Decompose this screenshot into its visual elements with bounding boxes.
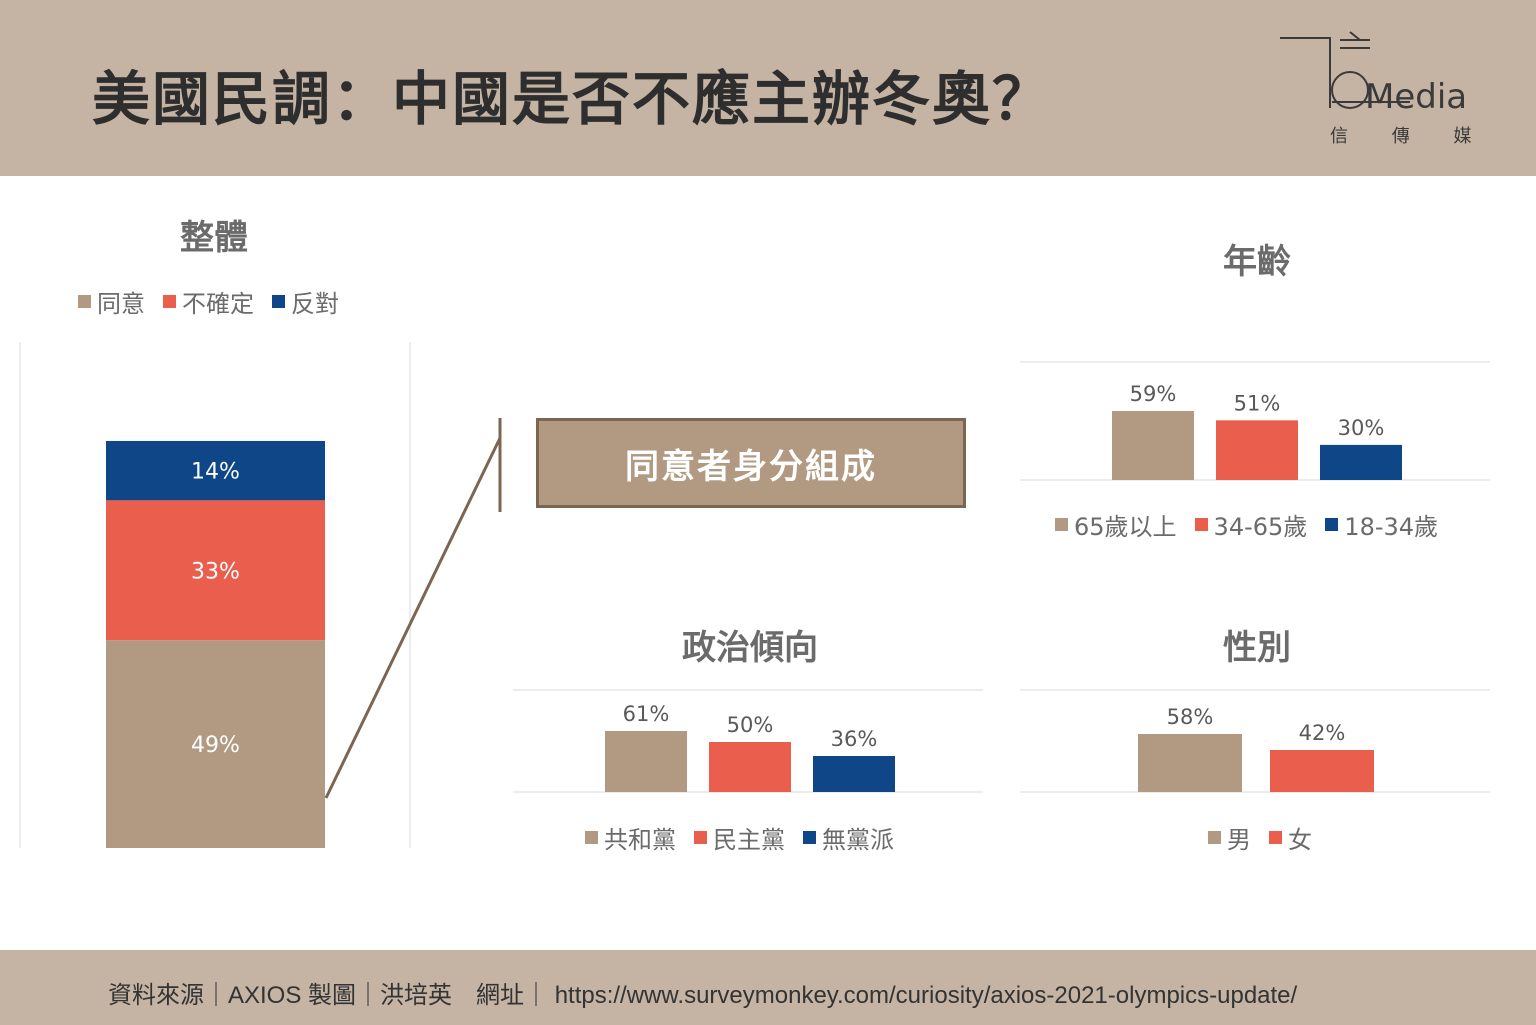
overall-bar-segment (106, 640, 325, 848)
logo-subtitle: 信 傳 媒 (1330, 126, 1471, 147)
data-label: 50% (727, 713, 774, 737)
page-title: 美國民調：中國是否不應主辦冬奧？ (92, 65, 1053, 133)
bar (813, 756, 895, 792)
overall-legend: 同意 不確定 反對 (78, 284, 339, 319)
politics-legend: 共和黨 民主黨 無黨派 (585, 820, 894, 855)
bar (1320, 444, 1402, 480)
politics-bar-chart: 61% 50% 36% (513, 689, 983, 793)
gender-bar-chart: 58% 42% (1020, 689, 1490, 793)
legend-republican: 共和黨 (585, 820, 676, 855)
overall-bar-segment (106, 440, 325, 501)
data-label: 51% (1234, 391, 1281, 415)
data-label: 61% (623, 702, 670, 726)
source-text: 資料來源｜AXIOS 製圖｜洪培英 網址｜ https://www.survey… (108, 982, 1298, 1009)
age-title: 年齡 (1223, 242, 1291, 282)
bar (709, 742, 791, 792)
bar (605, 731, 687, 792)
media-logo: Media 信 傳 媒 (1280, 31, 1471, 147)
data-label: 58% (1167, 705, 1214, 729)
legend-agree: 同意 (78, 284, 145, 319)
overall-title: 整體 (180, 218, 248, 258)
legend-independent: 無黨派 (803, 820, 894, 855)
overall-data-label: 33% (191, 559, 240, 584)
overall-data-label: 49% (191, 733, 240, 758)
age-bar-chart: 59% 51% 30% (1020, 361, 1490, 481)
data-label: 59% (1130, 382, 1177, 406)
overall-data-label: 14% (191, 460, 240, 485)
callout-box: 同意者身分組成 (536, 418, 966, 508)
data-label: 36% (831, 727, 878, 751)
age-legend: 65歲以上 34-65歲 18-34歲 (1055, 507, 1438, 542)
legend-male: 男 (1208, 820, 1251, 855)
data-label: 30% (1338, 416, 1385, 440)
overall-stacked-bar-chart: 49% 33% 14% (19, 342, 411, 848)
footer-banner (0, 950, 1536, 1025)
bar (1138, 734, 1242, 792)
legend-oppose: 反對 (272, 284, 339, 319)
legend-34-65: 34-65歲 (1194, 507, 1307, 542)
bar (1216, 420, 1298, 480)
legend-unsure: 不確定 (163, 284, 254, 319)
bar (1112, 410, 1194, 480)
data-label: 42% (1299, 721, 1346, 745)
logo-text: Media (1365, 77, 1467, 117)
overall-bar-segment (106, 500, 325, 641)
gender-legend: 男 女 (1208, 820, 1312, 855)
gender-title: 性別 (1223, 628, 1291, 668)
legend-65plus: 65歲以上 (1055, 507, 1177, 542)
bar (1270, 750, 1374, 792)
legend-female: 女 (1269, 820, 1312, 855)
legend-democrat: 民主黨 (694, 820, 785, 855)
politics-title: 政治傾向 (682, 628, 818, 668)
legend-18-34: 18-34歲 (1325, 507, 1438, 542)
header-banner (0, 0, 1536, 176)
